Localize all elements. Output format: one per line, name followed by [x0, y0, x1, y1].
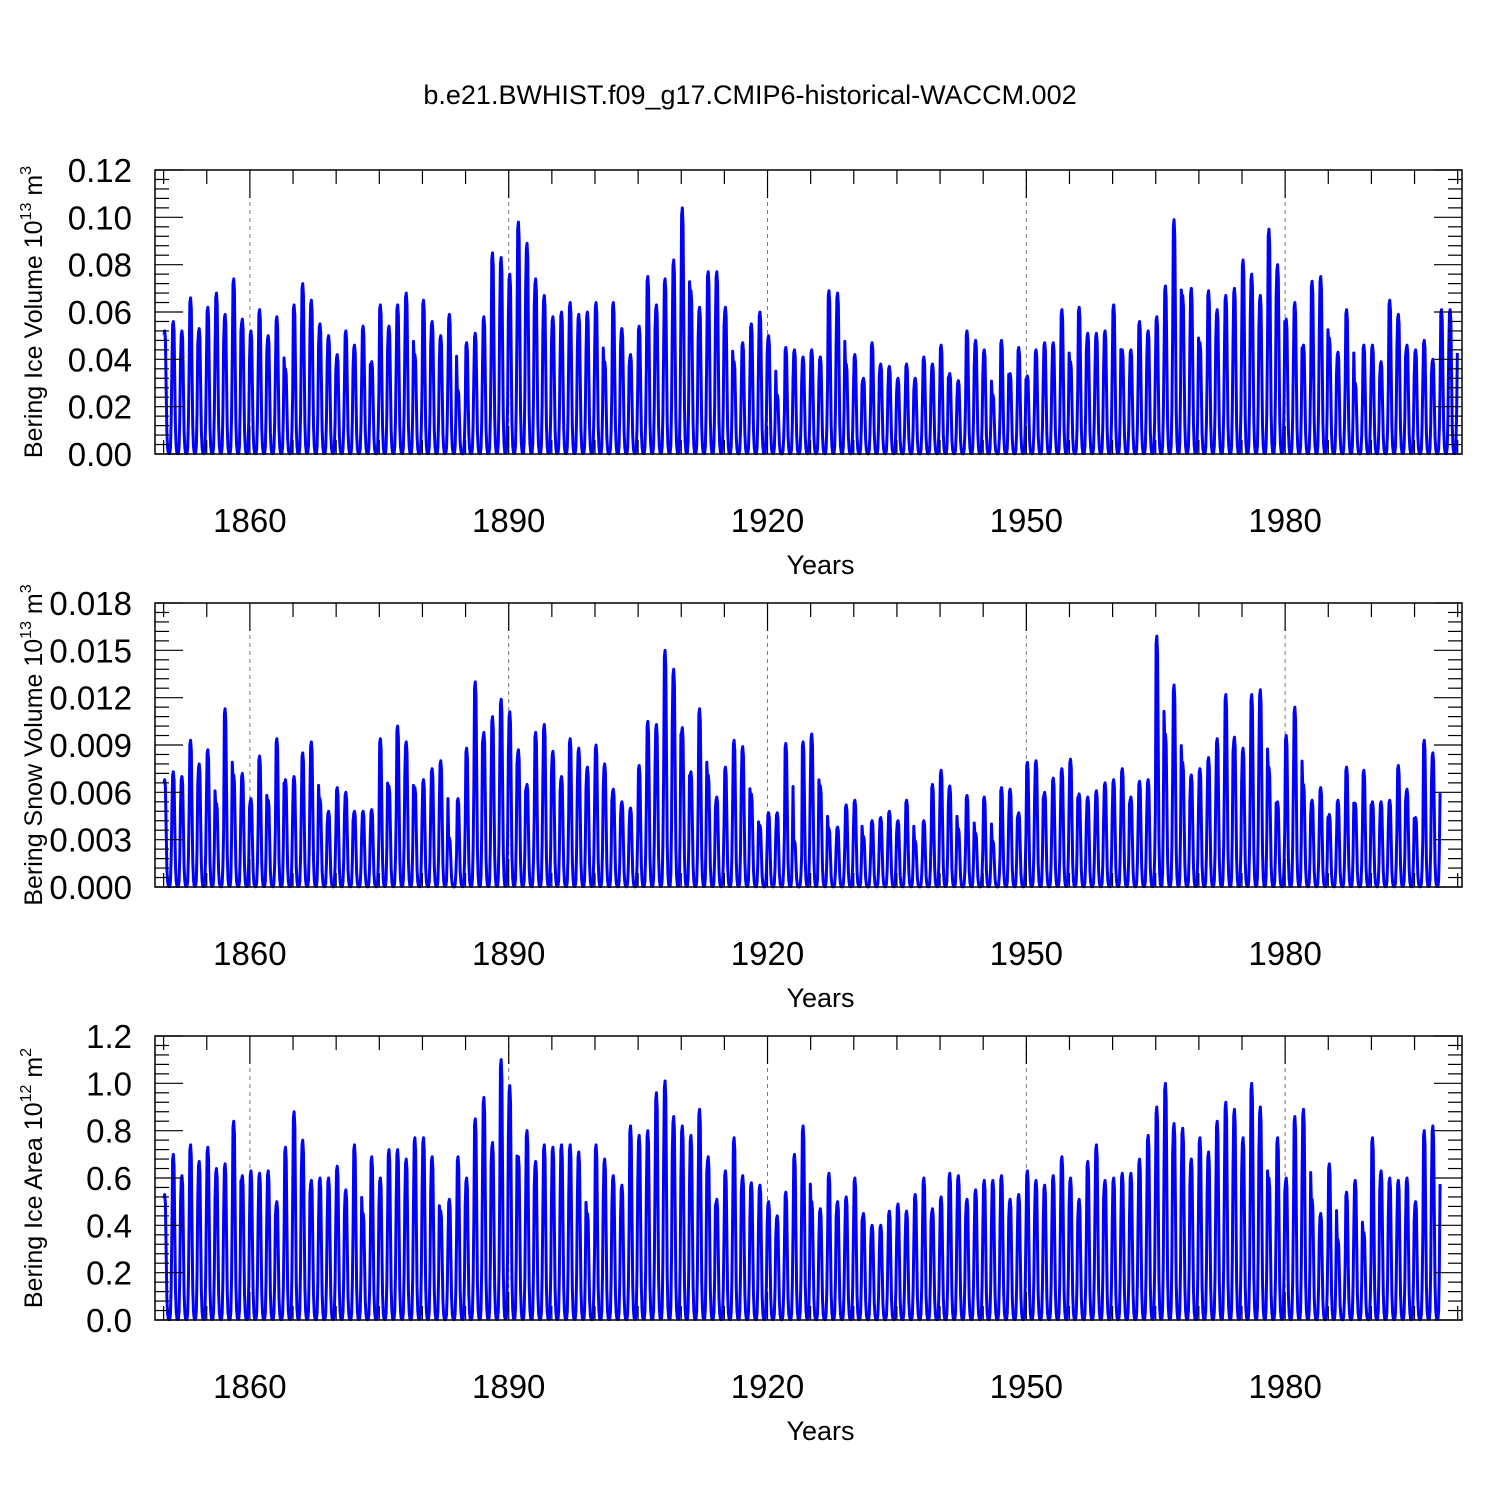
y-tick-label: 0.009 — [49, 727, 132, 764]
x-tick-label: 1980 — [1248, 1368, 1321, 1405]
x-tick-label: 1920 — [731, 502, 804, 539]
x-tick-label: 1890 — [472, 502, 545, 539]
x-tick-label: 1980 — [1248, 502, 1321, 539]
y-axis-title-unit-exponent: 3 — [18, 166, 35, 175]
x-tick-label: 1920 — [731, 935, 804, 972]
y-tick-label: 0.6 — [86, 1160, 132, 1197]
data-line-snow-volume — [162, 634, 1442, 889]
x-tick-label: 1920 — [731, 1368, 804, 1405]
y-axis-title-unit: m — [20, 175, 48, 203]
y-axis-title-unit-exponent: 2 — [18, 1048, 35, 1057]
data-line-ice-area — [162, 1058, 1442, 1322]
x-tick-label: 1890 — [472, 1368, 545, 1405]
panel-ice-area: 0.0 0.2 0.4 0.6 0.8 1.0 1.2 1860 1890 1920 1950 198… — [18, 1018, 1463, 1446]
y-tick-label: 0.006 — [49, 774, 132, 811]
x-axis-title: Years — [786, 550, 854, 580]
x-tick-label: 1950 — [990, 502, 1063, 539]
y-tick-label: 0.000 — [49, 869, 132, 906]
y-tick-label: 0.2 — [86, 1255, 132, 1292]
panel-ice-volume: 0.00 0.02 0.04 0.06 0.08 0.10 0.12 1860 1890 1920… — [18, 152, 1463, 580]
x-tick-label: 1950 — [990, 935, 1063, 972]
y-tick-label: 0.08 — [68, 247, 132, 284]
y-axis-title-main: Bering Ice Volume 10 — [20, 220, 48, 458]
y-tick-label: 1.0 — [86, 1065, 132, 1102]
y-axis-title-unit: m — [20, 593, 48, 621]
y-tick-label: 0.04 — [68, 341, 132, 378]
y-tick-label: 0.0 — [86, 1302, 132, 1339]
x-tick-label: 1890 — [472, 935, 545, 972]
y-tick-label: 0.4 — [86, 1207, 132, 1244]
y-tick-label: 0.018 — [49, 585, 132, 622]
y-tick-label: 0.015 — [49, 632, 132, 669]
y-tick-label: 0.00 — [68, 436, 132, 473]
y-tick-label: 0.02 — [68, 389, 132, 426]
y-axis-title-unit-exponent: 3 — [18, 584, 35, 593]
y-tick-label: 0.10 — [68, 199, 132, 236]
y-axis-title-exponent: 13 — [18, 621, 35, 639]
y-tick-label: 0.12 — [68, 152, 132, 189]
y-axis-title-unit: m — [20, 1057, 48, 1085]
y-tick-label: 0.8 — [86, 1113, 132, 1150]
x-tick-label: 1860 — [213, 1368, 286, 1405]
y-axis-title-exponent: 12 — [18, 1084, 35, 1102]
x-axis-title: Years — [786, 983, 854, 1013]
y-tick-label: 0.012 — [49, 680, 132, 717]
x-axis-title: Years — [786, 1416, 854, 1446]
y-axis-title-exponent: 13 — [18, 203, 35, 221]
y-axis-title: Bering Ice Volume 1013 m3 — [18, 166, 48, 458]
x-tick-label: 1980 — [1248, 935, 1321, 972]
y-tick-label: 0.003 — [49, 822, 132, 859]
x-tick-label: 1860 — [213, 935, 286, 972]
data-line-ice-volume — [162, 206, 1459, 456]
y-axis-title-main: Bering Ice Area 10 — [20, 1102, 48, 1308]
y-axis-title-main: Bering Snow Volume 10 — [20, 639, 48, 906]
y-tick-label: 0.06 — [68, 294, 132, 331]
y-axis-title: Bering Snow Volume 1013 m3 — [18, 584, 48, 905]
x-tick-label: 1860 — [213, 502, 286, 539]
panel-snow-volume: 0.000 0.003 0.006 0.009 0.012 0.015 0.018 1860 1… — [18, 584, 1463, 1013]
y-tick-label: 1.2 — [86, 1018, 132, 1055]
y-axis-title: Bering Ice Area 1012 m2 — [18, 1048, 48, 1308]
x-tick-label: 1950 — [990, 1368, 1063, 1405]
figure-title: b.e21.BWHIST.f09_g17.CMIP6-historical-WA… — [423, 80, 1076, 110]
